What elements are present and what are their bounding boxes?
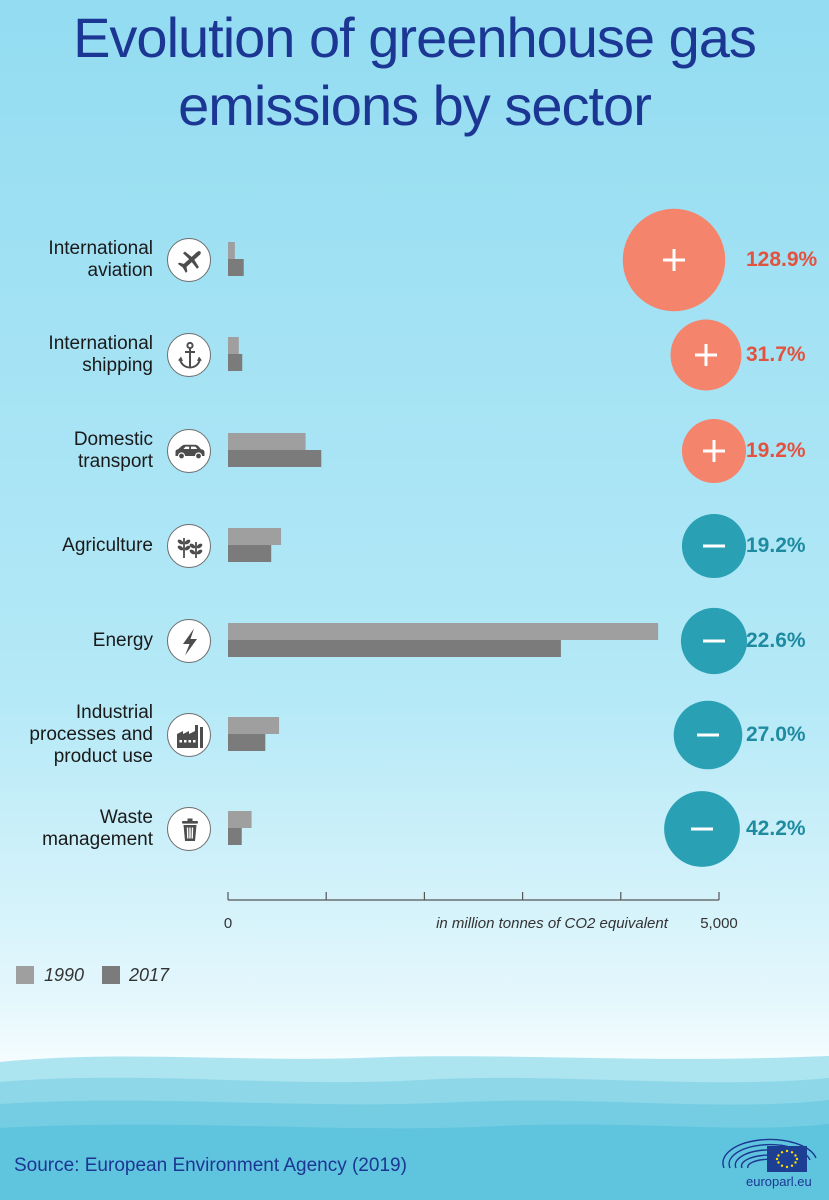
category-label-line: product use bbox=[53, 746, 153, 767]
legend-swatch-1990 bbox=[16, 966, 34, 984]
bar-2017-energy bbox=[228, 640, 561, 657]
category-label-line: transport bbox=[78, 451, 153, 472]
category-label-industrial-processes-and-product-use: Industrial processes and product use bbox=[3, 702, 153, 768]
category-label-international-aviation: International aviation bbox=[3, 238, 153, 282]
plant-icon bbox=[167, 524, 211, 568]
bar-1990-agriculture bbox=[228, 528, 282, 545]
lightning-icon bbox=[167, 619, 211, 663]
change-value-industrial-processes-and-product-use: 27.0% bbox=[746, 723, 806, 746]
category-label-line: International bbox=[48, 333, 153, 354]
category-label-line: shipping bbox=[82, 355, 153, 376]
bar-2017-industrial-processes-and-product-use bbox=[228, 734, 266, 751]
bin-icon bbox=[167, 807, 211, 851]
factory-icon bbox=[167, 713, 211, 757]
x-tick-label-0: 0 bbox=[224, 915, 232, 932]
legend-label-1990: 1990 bbox=[44, 965, 85, 985]
plane-icon bbox=[167, 238, 211, 282]
brand-text: europarl.eu bbox=[746, 1174, 812, 1189]
change-value-international-shipping: 31.7% bbox=[746, 343, 806, 366]
category-label-line: Waste bbox=[99, 807, 153, 828]
x-axis-label: in million tonnes of CO2 equivalent bbox=[436, 915, 669, 932]
bar-1990-international-aviation bbox=[228, 242, 235, 259]
category-label-energy: Energy bbox=[3, 630, 153, 652]
change-value-waste-management: 42.2% bbox=[746, 817, 806, 840]
change-value-domestic-transport: 19.2% bbox=[746, 439, 806, 462]
bar-2017-domestic-transport bbox=[228, 450, 322, 467]
source-text: Source: European Environment Agency (201… bbox=[14, 1155, 407, 1176]
category-label-line: management bbox=[42, 829, 153, 850]
category-label-international-shipping: International shipping bbox=[3, 333, 153, 377]
bar-2017-international-shipping bbox=[228, 354, 243, 371]
car-icon bbox=[167, 429, 211, 473]
bar-1990-energy bbox=[228, 623, 659, 640]
category-label-line: Industrial bbox=[75, 702, 153, 723]
category-label-agriculture: Agriculture bbox=[3, 535, 153, 557]
category-label-line: Domestic bbox=[73, 429, 153, 450]
bar-2017-agriculture bbox=[228, 545, 272, 562]
category-label-waste-management: Waste management bbox=[3, 807, 153, 851]
anchor-icon bbox=[167, 333, 211, 377]
title-line-2: emissions by sector bbox=[178, 74, 652, 137]
change-value-international-aviation: 128.9% bbox=[746, 248, 818, 271]
legend-label-2017: 2017 bbox=[129, 965, 170, 985]
change-value-energy: 22.6% bbox=[746, 629, 806, 652]
bar-1990-domestic-transport bbox=[228, 433, 306, 450]
category-label-line: processes and bbox=[29, 724, 153, 745]
legend-swatch-2017 bbox=[102, 966, 120, 984]
category-label-domestic-transport: Domestic transport bbox=[3, 429, 153, 473]
category-label-line: aviation bbox=[87, 260, 154, 281]
european-parliament-logo bbox=[722, 1138, 817, 1172]
category-label-line: Energy bbox=[92, 630, 153, 651]
x-tick-label-5000: 5,000 bbox=[700, 915, 738, 932]
sea-waves-decoration bbox=[0, 1056, 829, 1200]
chart-title: Evolution of greenhouse gas emissions by… bbox=[0, 4, 829, 140]
category-label-line: International bbox=[48, 238, 153, 259]
bar-1990-international-shipping bbox=[228, 337, 239, 354]
category-label-line: Agriculture bbox=[62, 535, 153, 556]
bar-2017-international-aviation bbox=[228, 259, 244, 276]
bar-2017-waste-management bbox=[228, 828, 242, 845]
title-line-1: Evolution of greenhouse gas bbox=[73, 6, 757, 69]
change-value-agriculture: 19.2% bbox=[746, 534, 806, 557]
bar-1990-industrial-processes-and-product-use bbox=[228, 717, 280, 734]
bar-1990-waste-management bbox=[228, 811, 252, 828]
